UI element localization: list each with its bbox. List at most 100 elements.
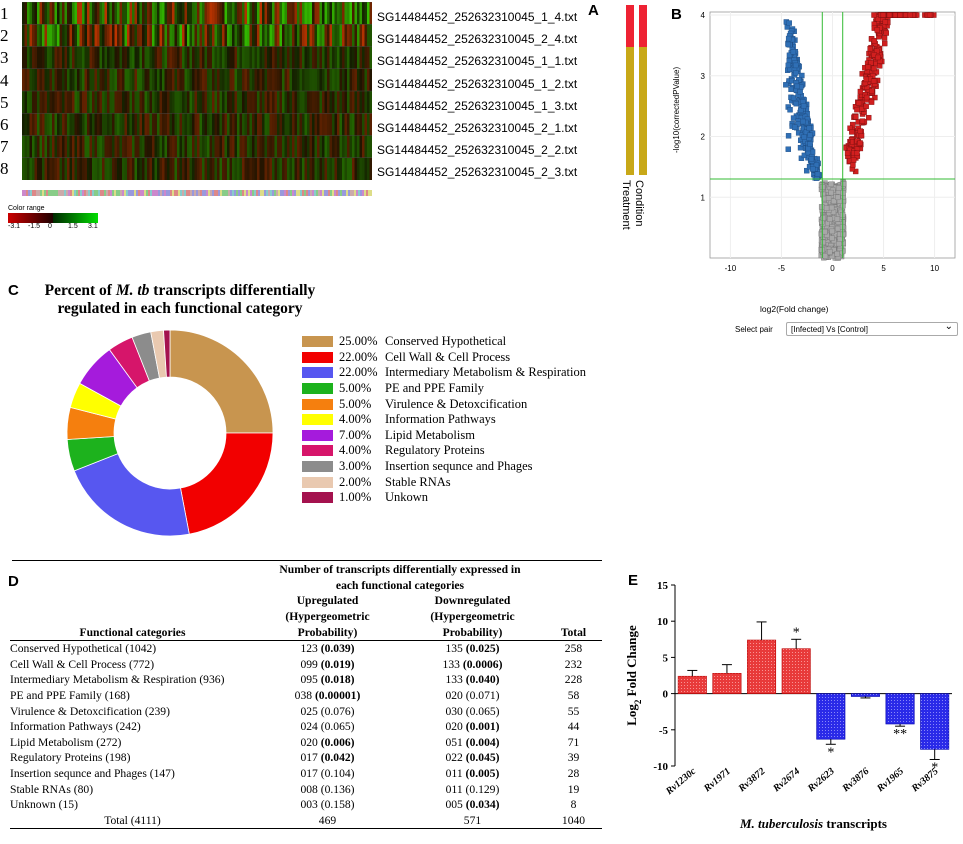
heatmap-cell — [179, 46, 183, 70]
annotation-strip-cell — [224, 190, 226, 196]
heatmap-cell — [122, 68, 125, 92]
heatmap-cell — [72, 113, 75, 136]
volcano-point-ns — [823, 205, 830, 211]
heatmap-cell — [237, 135, 240, 159]
heatmap-cell — [167, 68, 170, 92]
heatmap-cell — [92, 157, 95, 180]
heatmap-cell — [84, 2, 88, 25]
heatmap-cell — [57, 46, 60, 70]
annotation-strip-cell — [52, 190, 54, 196]
heatmap-cell — [269, 24, 273, 47]
heatmap-cell — [359, 2, 363, 25]
heatmap-cell — [362, 2, 365, 25]
category-cell: Intermediary Metabolism & Respiration (9… — [10, 673, 225, 687]
volcano-xlabel: log2(Fold change) — [760, 304, 829, 314]
volcano-point-down — [794, 83, 800, 90]
heatmap-cell — [42, 24, 45, 47]
heatmap-cell — [109, 24, 113, 47]
heatmap-cell — [364, 46, 368, 70]
heatmap-cell — [97, 24, 100, 47]
heatmap-cell — [29, 91, 33, 114]
upregulated-cell: 020 (0.006) — [255, 735, 400, 751]
heatmap-cell — [357, 91, 360, 114]
donut-title-pre: Percent of — [44, 282, 116, 299]
annotation-strip-cell — [222, 190, 224, 196]
heatmap-cell — [164, 91, 168, 114]
annotation-strip-cell — [238, 190, 240, 196]
heatmap-cell — [112, 24, 115, 47]
heatmap-cell — [59, 113, 63, 136]
volcano-point-down — [788, 86, 794, 93]
heatmap-cell — [82, 46, 85, 70]
heatmap-cell — [84, 68, 88, 92]
heatmap-cell — [184, 24, 188, 47]
heatmap-cell — [49, 46, 53, 70]
heatmap-cell — [22, 46, 25, 70]
heatmap-cell — [294, 24, 298, 47]
heatmap-cell — [302, 113, 305, 136]
heatmap-cell — [202, 135, 205, 159]
volcano-point-up — [875, 54, 881, 61]
annotation-strip-cell — [122, 190, 124, 196]
heatmap-cell — [149, 113, 153, 136]
heatmap-cell — [357, 24, 360, 47]
heatmap-cell — [134, 68, 138, 92]
heatmap-cell — [39, 91, 43, 114]
heatmap-cell — [54, 46, 58, 70]
heatmap-cell — [112, 2, 115, 25]
heatmap-cell — [132, 2, 135, 25]
table-header-row-3: Functional categories Probability) Proba… — [10, 624, 602, 641]
heatmap-cell — [49, 24, 53, 47]
heatmap-cell — [317, 68, 320, 92]
heatmap-file-label: SG14484452_252632310045_2_3.txt — [377, 165, 578, 180]
heatmap-cell — [187, 46, 190, 70]
heatmap-cell — [219, 46, 223, 70]
heatmap-cell — [337, 113, 340, 136]
heatmap-cell — [87, 135, 90, 159]
heatmap-file-label: SG14484452_252632310045_2_1.txt — [377, 121, 578, 135]
volcano-point-up — [892, 12, 899, 18]
annotation-strip-cell — [132, 190, 134, 196]
annotation-strip-cell — [150, 190, 152, 196]
annotation-strip-cell — [70, 190, 72, 196]
heatmap-cell — [74, 91, 78, 114]
heatmap-cell — [349, 2, 353, 25]
table-title-row-1: Number of transcripts differentially exp… — [10, 562, 602, 578]
category-cell: PE and PPE Family (168) — [10, 689, 130, 703]
table-row: Unknown (15) 003 (0.158) 005 (0.034) 8 — [10, 797, 602, 813]
donut-title-italic: M. tb — [115, 282, 150, 299]
color-range-legend: Color range -3.1 -1.5 0 1.5 3.1 — [8, 205, 108, 233]
heatmap-cell — [42, 157, 45, 180]
heatmap-cell — [114, 24, 118, 47]
annotation-strip-cell — [258, 190, 260, 196]
heatmap-cell — [107, 91, 110, 114]
heatmap-cell — [242, 91, 245, 114]
donut-slice — [180, 432, 274, 535]
heatmap-cell — [269, 68, 273, 92]
heatmap-cell — [337, 91, 340, 114]
annotation-strip-cell — [42, 190, 44, 196]
heatmap-cell — [62, 46, 65, 70]
heatmap-cell — [109, 135, 113, 159]
heatmap-cell — [142, 24, 145, 47]
heatmap-cell — [297, 135, 300, 159]
heatmap-cell — [247, 2, 250, 25]
annotation-strip-cell — [130, 190, 132, 196]
heatmap-cell — [124, 157, 128, 180]
heatmap-cell — [224, 68, 228, 92]
heatmap-cell — [294, 113, 298, 136]
heatmap-cell — [184, 157, 188, 180]
heatmap-cell — [352, 24, 355, 47]
bar-category-label: Rv2623 — [805, 766, 837, 795]
annotation-strip-cell — [326, 190, 328, 196]
volcano-point-down — [792, 62, 799, 69]
heatmap-cell — [112, 113, 115, 136]
volcano-ytick: 1 — [701, 193, 706, 202]
heatmap-cell — [324, 135, 328, 159]
downregulated-cell: 135 (0.025) — [400, 640, 545, 656]
heatmap-cell — [352, 135, 355, 159]
heatmap-cell — [44, 91, 48, 114]
heatmap-row-number: 3 — [0, 48, 9, 68]
select-pair-dropdown[interactable]: [Infected] Vs [Control] ⌄ — [786, 321, 958, 336]
annotation-strip-cell — [252, 190, 254, 196]
